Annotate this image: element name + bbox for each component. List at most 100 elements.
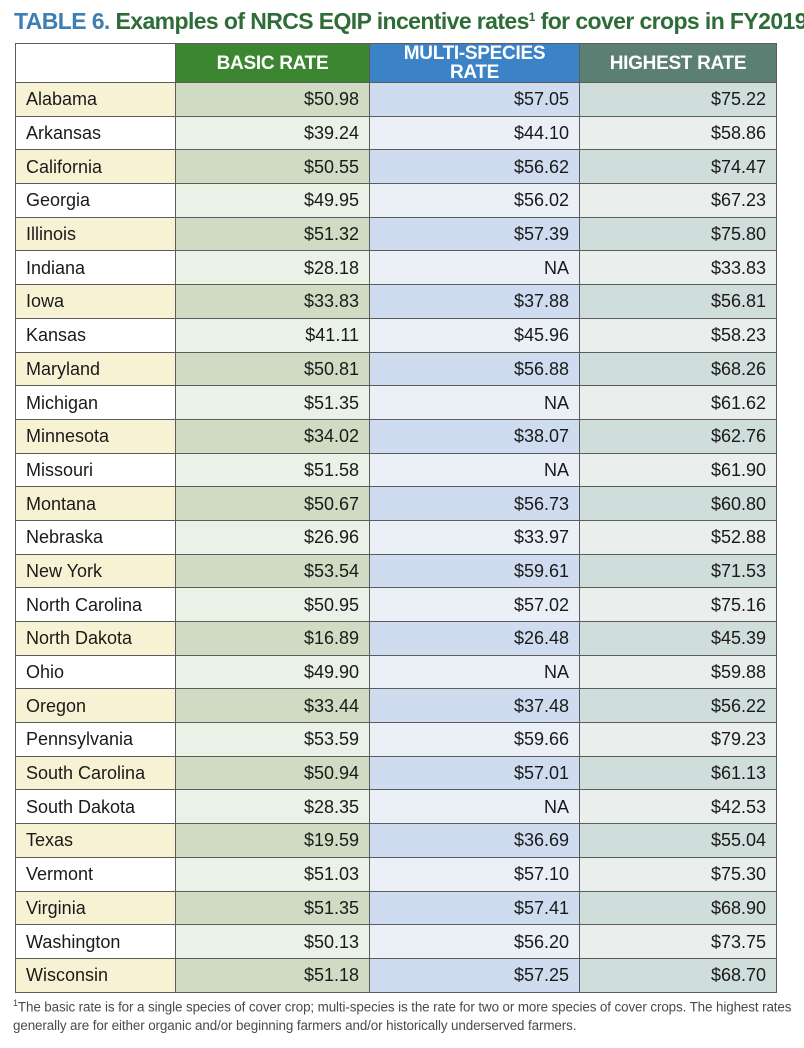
basic-rate-cell: $49.90 <box>175 654 370 690</box>
rates-table: BASIC RATE MULTI-SPECIES RATE HIGHEST RA… <box>15 43 777 993</box>
highest-rate-cell: $58.86 <box>579 115 777 151</box>
footnote-text: The basic rate is for a single species o… <box>13 999 792 1034</box>
basic-rate-cell: $50.95 <box>175 587 370 622</box>
table-row: Washington $50.13 $56.20 $73.75 <box>15 924 777 959</box>
table-row: New York $53.54 $59.61 $71.53 <box>15 553 777 589</box>
state-cell: Iowa <box>15 284 176 319</box>
state-cell: Vermont <box>15 856 176 892</box>
basic-rate-cell: $51.35 <box>175 385 370 420</box>
basic-rate-cell: $51.58 <box>175 452 370 488</box>
state-cell: New York <box>15 553 176 589</box>
basic-rate-cell: $50.55 <box>175 149 370 185</box>
table-number: TABLE 6. <box>14 8 110 34</box>
basic-rate-cell: $51.03 <box>175 856 370 892</box>
multi-species-rate-cell: NA <box>369 452 580 488</box>
state-cell: Nebraska <box>15 519 176 555</box>
table-row: North Carolina $50.95 $57.02 $75.16 <box>15 587 777 622</box>
state-cell: South Dakota <box>15 789 176 825</box>
multi-species-rate-cell: $26.48 <box>369 621 580 656</box>
multi-species-rate-cell: $36.69 <box>369 823 580 858</box>
table-row: Arkansas $39.24 $44.10 $58.86 <box>15 115 777 151</box>
highest-rate-cell: $71.53 <box>579 553 777 589</box>
basic-rate-cell: $51.18 <box>175 957 370 993</box>
highest-rate-cell: $73.75 <box>579 924 777 959</box>
multi-species-rate-cell: $57.25 <box>369 957 580 993</box>
table-row: Iowa $33.83 $37.88 $56.81 <box>15 284 777 319</box>
header-state <box>15 43 176 83</box>
state-cell: Montana <box>15 486 176 521</box>
state-cell: Kansas <box>15 317 176 353</box>
state-cell: South Carolina <box>15 755 176 791</box>
multi-species-rate-cell: $57.39 <box>369 216 580 252</box>
basic-rate-cell: $50.81 <box>175 351 370 387</box>
highest-rate-cell: $55.04 <box>579 823 777 858</box>
basic-rate-cell: $50.98 <box>175 82 370 117</box>
basic-rate-cell: $28.35 <box>175 789 370 825</box>
state-cell: Missouri <box>15 452 176 488</box>
table-row: Ohio $49.90 NA $59.88 <box>15 654 777 690</box>
header-highest-rate: HIGHEST RATE <box>579 43 777 83</box>
multi-species-rate-cell: NA <box>369 250 580 286</box>
table-row: California $50.55 $56.62 $74.47 <box>15 149 777 185</box>
state-cell: Wisconsin <box>15 957 176 993</box>
highest-rate-cell: $56.81 <box>579 284 777 319</box>
table-row: Illinois $51.32 $57.39 $75.80 <box>15 216 777 252</box>
highest-rate-cell: $68.26 <box>579 351 777 387</box>
highest-rate-cell: $79.23 <box>579 722 777 757</box>
table-row: Nebraska $26.96 $33.97 $52.88 <box>15 519 777 555</box>
highest-rate-cell: $67.23 <box>579 183 777 218</box>
basic-rate-cell: $34.02 <box>175 418 370 454</box>
highest-rate-cell: $68.70 <box>579 957 777 993</box>
highest-rate-cell: $52.88 <box>579 519 777 555</box>
basic-rate-cell: $53.59 <box>175 722 370 757</box>
basic-rate-cell: $39.24 <box>175 115 370 151</box>
table-row: Kansas $41.11 $45.96 $58.23 <box>15 317 777 353</box>
multi-species-rate-cell: $45.96 <box>369 317 580 353</box>
highest-rate-cell: $62.76 <box>579 418 777 454</box>
table-row: Alabama $50.98 $57.05 $75.22 <box>15 82 777 117</box>
state-cell: Alabama <box>15 82 176 117</box>
table-row: South Carolina $50.94 $57.01 $61.13 <box>15 755 777 791</box>
basic-rate-cell: $26.96 <box>175 519 370 555</box>
table-row: Missouri $51.58 NA $61.90 <box>15 452 777 488</box>
table-row: Virginia $51.35 $57.41 $68.90 <box>15 890 777 926</box>
header-multi-species-rate: MULTI-SPECIES RATE <box>369 43 580 83</box>
highest-rate-cell: $75.22 <box>579 82 777 117</box>
state-cell: Michigan <box>15 385 176 420</box>
table-row: South Dakota $28.35 NA $42.53 <box>15 789 777 825</box>
multi-species-rate-cell: $57.10 <box>369 856 580 892</box>
table-row: Wisconsin $51.18 $57.25 $68.70 <box>15 957 777 993</box>
basic-rate-cell: $50.13 <box>175 924 370 959</box>
basic-rate-cell: $33.83 <box>175 284 370 319</box>
multi-species-rate-cell: $56.73 <box>369 486 580 521</box>
multi-species-rate-cell: $56.88 <box>369 351 580 387</box>
footnote: 1The basic rate is for a single species … <box>13 994 793 1035</box>
state-cell: Indiana <box>15 250 176 286</box>
state-cell: California <box>15 149 176 185</box>
table-row: Pennsylvania $53.59 $59.66 $79.23 <box>15 722 777 757</box>
state-cell: Georgia <box>15 183 176 218</box>
header-basic-rate: BASIC RATE <box>175 43 370 83</box>
highest-rate-cell: $42.53 <box>579 789 777 825</box>
highest-rate-cell: $59.88 <box>579 654 777 690</box>
footnote-mark: 1 <box>13 998 18 1008</box>
multi-species-rate-cell: $57.01 <box>369 755 580 791</box>
highest-rate-cell: $75.30 <box>579 856 777 892</box>
table-row: Montana $50.67 $56.73 $60.80 <box>15 486 777 521</box>
table-row: Georgia $49.95 $56.02 $67.23 <box>15 183 777 218</box>
state-cell: Ohio <box>15 654 176 690</box>
basic-rate-cell: $49.95 <box>175 183 370 218</box>
multi-species-rate-cell: $59.66 <box>369 722 580 757</box>
multi-species-rate-cell: $56.20 <box>369 924 580 959</box>
table-row: North Dakota $16.89 $26.48 $45.39 <box>15 621 777 656</box>
title-footnote-mark: 1 <box>528 10 536 24</box>
table-body: Alabama $50.98 $57.05 $75.22 Arkansas $39.24 $… <box>15 82 777 993</box>
table-header-row: BASIC RATE MULTI-SPECIES RATE HIGHEST RA… <box>15 43 777 83</box>
basic-rate-cell: $41.11 <box>175 317 370 353</box>
state-cell: Maryland <box>15 351 176 387</box>
basic-rate-cell: $50.67 <box>175 486 370 521</box>
state-cell: Minnesota <box>15 418 176 454</box>
multi-species-rate-cell: $37.88 <box>369 284 580 319</box>
basic-rate-cell: $51.35 <box>175 890 370 926</box>
multi-species-rate-cell: $33.97 <box>369 519 580 555</box>
